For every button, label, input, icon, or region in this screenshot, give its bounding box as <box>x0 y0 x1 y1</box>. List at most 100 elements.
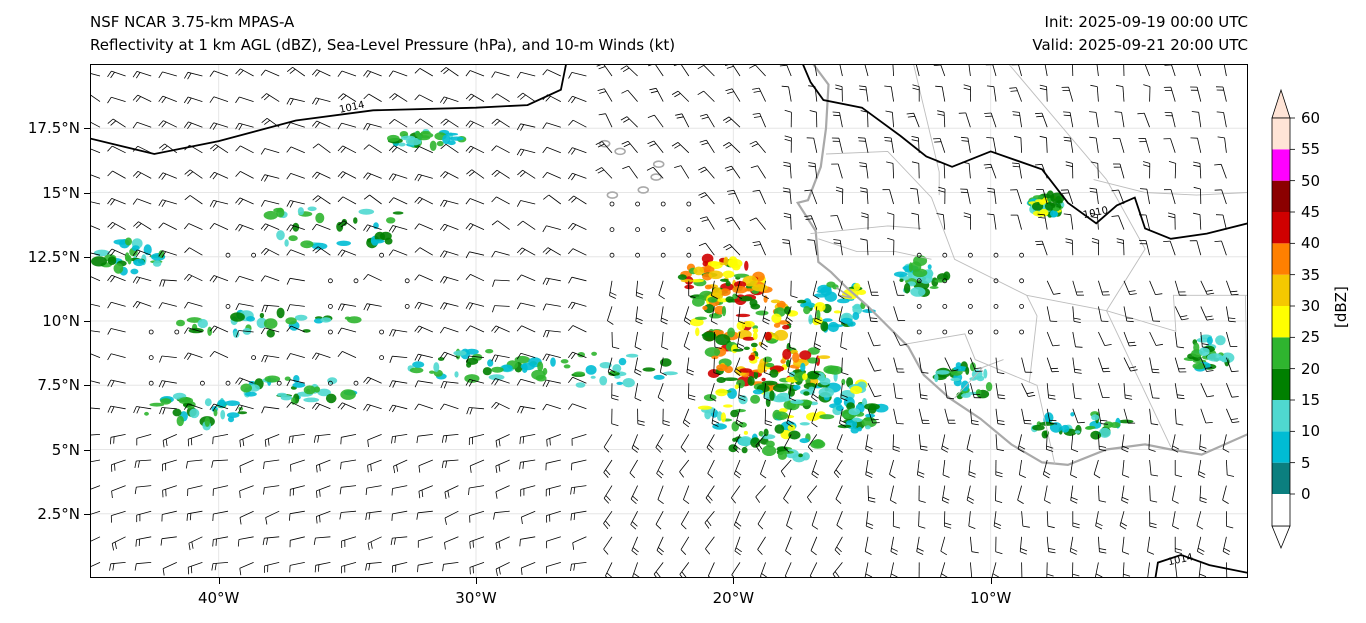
lon-tick-label: 40°W <box>197 589 240 607</box>
wind-barbs <box>90 64 1240 578</box>
colorbar-extend-min <box>1271 525 1291 550</box>
echo-cluster-13 <box>240 375 358 405</box>
lat-tick-label: 10°N <box>42 312 80 330</box>
init-time: Init: 2025-09-19 00:00 UTC <box>1044 13 1248 31</box>
model-title: NSF NCAR 3.75-km MPAS-A <box>90 13 295 31</box>
map-canvas: 1014 1010 1014 <box>90 64 1248 578</box>
lat-tick-mark <box>84 192 90 194</box>
bissagos-islands <box>835 286 853 299</box>
lon-tick-mark <box>990 578 992 584</box>
colorbar-level-label: 35 <box>1301 265 1321 284</box>
echo-cluster-1 <box>689 280 799 352</box>
colorbar-extend-max <box>1271 88 1291 119</box>
echo-cluster-8 <box>514 351 678 388</box>
lon-tick-label: 30°W <box>455 589 497 607</box>
colorbar-bin-10 <box>1272 400 1290 432</box>
colorbar-bin-25 <box>1272 306 1290 338</box>
map-panel: 1014 1010 1014 <box>90 64 1248 578</box>
echo-cluster-19 <box>387 129 467 151</box>
border-11 <box>1008 64 1107 180</box>
lat-tick-mark <box>84 449 90 451</box>
border-4 <box>905 333 1056 465</box>
colorbar-bin-5 <box>1272 431 1290 463</box>
echo-cluster-5 <box>796 281 876 333</box>
echo-cluster-20 <box>91 237 166 276</box>
colorbar-level-label: 55 <box>1301 140 1321 159</box>
border-2 <box>818 238 932 260</box>
border-7 <box>1026 295 1038 383</box>
border-8 <box>1093 179 1248 196</box>
colorbar-level-label: 25 <box>1301 328 1321 347</box>
colorbar-bin-45 <box>1272 180 1290 212</box>
echo-cluster-7 <box>819 396 889 434</box>
border-3 <box>810 225 922 235</box>
isobar-label: 1014 <box>1167 552 1194 568</box>
colorbar-level-label: 40 <box>1301 234 1321 253</box>
echo-cluster-18 <box>1183 334 1235 372</box>
africa-coastline <box>795 64 1248 467</box>
lat-tick-mark <box>84 321 90 322</box>
colorbar-bin-0 <box>1272 462 1290 494</box>
lat-tick-label: 2.5°N <box>37 504 80 523</box>
lat-tick-mark <box>84 385 90 387</box>
border-0 <box>825 150 1248 332</box>
colorbar-level-label: 20 <box>1301 359 1321 378</box>
colorbar-level-label: 45 <box>1301 203 1321 221</box>
cape-verde-island-5 <box>650 173 662 181</box>
colorbar-level-label: 50 <box>1301 171 1321 190</box>
isobar-2 <box>1154 553 1248 578</box>
lat-tick-mark <box>84 128 90 130</box>
colorbar-bin-50 <box>1272 149 1290 181</box>
echo-cluster-14 <box>932 361 993 400</box>
coastline <box>598 64 1248 467</box>
lon-tick-label: 10°W <box>969 589 1012 607</box>
lon-tick-mark <box>218 578 220 584</box>
lat-tick-label: 5°N <box>51 440 80 459</box>
colorbar-level-label: 60 <box>1301 109 1321 127</box>
echo-cluster-15 <box>1030 411 1134 440</box>
graticule <box>90 64 1248 578</box>
lat-tick-label: 7.5°N <box>37 376 80 395</box>
border-1 <box>913 64 940 196</box>
cape-verde-island-3 <box>606 191 619 199</box>
colorbar-bin-30 <box>1272 274 1290 306</box>
echo-cluster-10 <box>263 206 404 250</box>
cape-verde-island-0 <box>598 139 611 148</box>
lat-tick-label: 17.5°N <box>27 119 80 138</box>
isobar-label: 1010 <box>1082 205 1109 221</box>
colorbar-unit: [dBZ] <box>1332 286 1350 328</box>
colorbar-bin-15 <box>1272 368 1290 400</box>
lon-tick-label: 20°W <box>712 589 755 607</box>
echo-cluster-9 <box>407 348 548 383</box>
echo-cluster-11 <box>176 307 362 338</box>
fields-subtitle: Reflectivity at 1 km AGL (dBZ), Sea-Leve… <box>90 36 676 54</box>
border-9 <box>1106 179 1146 311</box>
cape-verde-island-4 <box>652 160 665 169</box>
lat-tick-label: 15°N <box>42 183 80 202</box>
echo-cluster-16 <box>893 255 951 297</box>
echo-cluster-4 <box>761 362 868 406</box>
colorbar-bin-40 <box>1272 212 1290 244</box>
colorbar-level-label: 30 <box>1301 297 1321 315</box>
colorbar-level-label: 10 <box>1301 422 1321 441</box>
colorbar-bin-55 <box>1272 118 1290 150</box>
colorbar-level-label: 15 <box>1301 391 1321 409</box>
colorbar-outline <box>1271 117 1291 527</box>
isobar-1 <box>801 64 1248 240</box>
valid-time: Valid: 2025-09-21 20:00 UTC <box>1032 36 1248 54</box>
lat-tick-mark <box>84 256 90 258</box>
cape-verde-island-2 <box>637 186 650 194</box>
border-6 <box>1106 310 1172 448</box>
lat-tick-label: 12.5°N <box>27 247 80 266</box>
lon-tick-mark <box>476 578 477 584</box>
isobar-0 <box>90 64 567 155</box>
colorbar-level-label: 5 <box>1301 453 1311 472</box>
isobar-label: 1014 <box>338 100 365 116</box>
colorbar <box>1271 88 1295 550</box>
colorbar-level-label: 0 <box>1301 485 1311 503</box>
cape-verde-island-1 <box>614 147 626 156</box>
colorbar-bin-below-0 <box>1272 494 1290 526</box>
echo-cluster-12 <box>144 392 248 431</box>
echo-cluster-17 <box>1026 190 1065 218</box>
lat-tick-mark <box>84 513 90 515</box>
